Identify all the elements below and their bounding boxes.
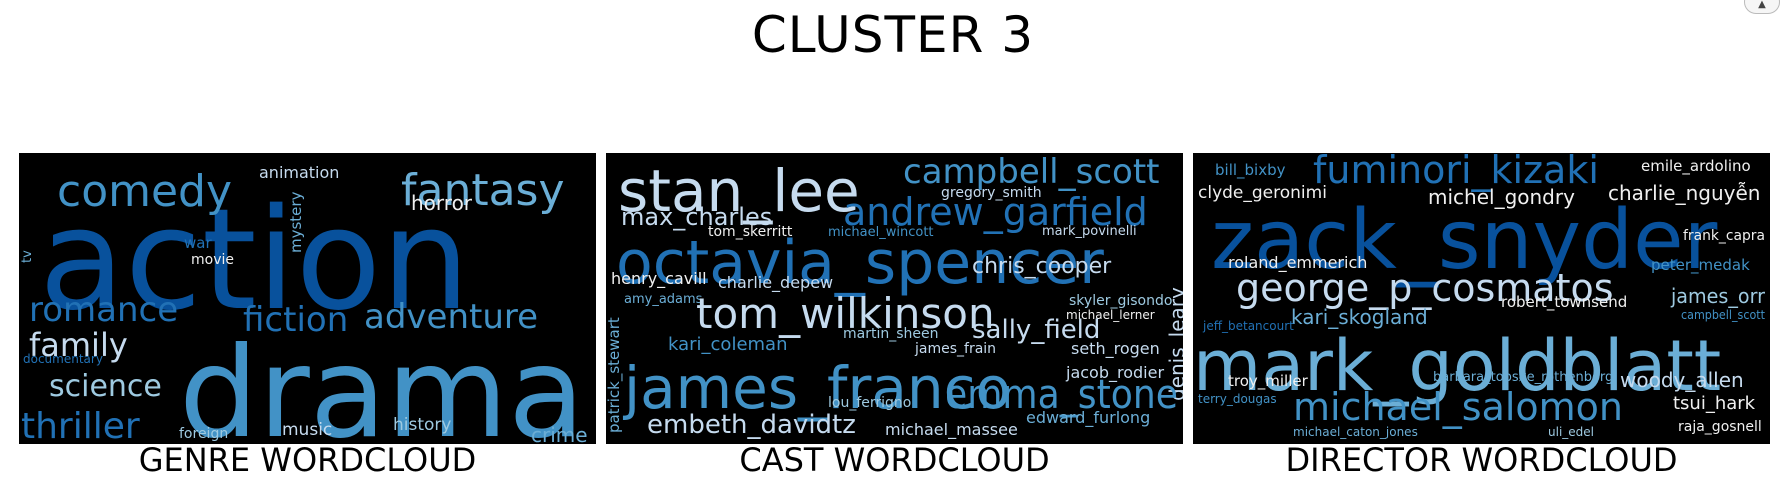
word: lou_ferrigno bbox=[828, 395, 911, 411]
word: bill_bixby bbox=[1215, 161, 1286, 180]
word: documentary bbox=[23, 352, 103, 366]
collapse-button[interactable]: ▲ bbox=[1744, 0, 1780, 14]
word: max_charles bbox=[621, 203, 772, 231]
word: michael_caton_jones bbox=[1293, 425, 1418, 439]
word: drama bbox=[179, 321, 585, 444]
word: mystery bbox=[287, 191, 305, 253]
director-wordcloud-label: DIRECTOR WORDCLOUD bbox=[1285, 441, 1678, 479]
cast-wordcloud-panel: stan_lee campbell_scott andrew_garfield max… bbox=[606, 153, 1183, 444]
word: seth_rogen bbox=[1071, 339, 1160, 359]
word: clyde_geronimi bbox=[1198, 183, 1327, 203]
word: kari_coleman bbox=[668, 334, 788, 355]
word: peter_medak bbox=[1651, 256, 1750, 275]
word: octavia_spencer bbox=[616, 228, 1104, 298]
word: jeff_betancourt bbox=[1202, 319, 1294, 333]
word: movie bbox=[191, 252, 234, 268]
word: george_p_cosmatos bbox=[1236, 266, 1614, 310]
word: music bbox=[282, 420, 332, 440]
word: emile_ardolino bbox=[1641, 157, 1751, 176]
word: gregory_smith bbox=[941, 185, 1042, 201]
word: raja_gosnell bbox=[1678, 419, 1762, 435]
cast-wordcloud-label: CAST WORDCLOUD bbox=[739, 441, 1050, 479]
word: history bbox=[393, 415, 451, 435]
word: mark_goldblatt bbox=[1193, 325, 1721, 407]
word: michael_wincott bbox=[828, 225, 934, 240]
word: chris_cooper bbox=[972, 254, 1112, 279]
word: thriller bbox=[21, 406, 140, 444]
word: sally_field bbox=[972, 315, 1100, 345]
word: romance bbox=[29, 290, 178, 330]
word: zack_snyder bbox=[1211, 193, 1718, 288]
word: martin_sheen bbox=[843, 326, 939, 342]
word: edward_furlong bbox=[1026, 408, 1150, 428]
genre-wordcloud-panel: action drama comedy fantasy animation horror m… bbox=[19, 153, 596, 444]
director-wordcloud: bill_bixby fuminori_kizaki emile_ardolinoc… bbox=[1193, 153, 1766, 439]
word: charlie_nguyễn bbox=[1608, 181, 1760, 205]
word: james_frain bbox=[914, 341, 996, 357]
word: tsui_hark bbox=[1673, 393, 1756, 414]
word: action bbox=[39, 179, 470, 342]
word: woody_allen bbox=[1620, 368, 1744, 392]
figure-title: CLUSTER 3 bbox=[751, 6, 1035, 64]
word: tom_skerritt bbox=[708, 224, 793, 240]
word: emma_stone bbox=[945, 372, 1178, 418]
word: henry_cavill bbox=[611, 269, 707, 289]
word: amy_adams bbox=[624, 292, 703, 307]
word: skyler_gisondo bbox=[1069, 293, 1172, 309]
word: michael_lerner bbox=[1066, 308, 1155, 322]
word: frank_capra bbox=[1683, 228, 1765, 244]
word: stan_lee bbox=[618, 157, 860, 225]
word: fantasy bbox=[401, 165, 565, 216]
word: kari_skogland bbox=[1291, 305, 1428, 329]
word: tom_wilkinson bbox=[696, 289, 995, 338]
word: jacob_rodier bbox=[1065, 363, 1164, 383]
word: crime bbox=[531, 423, 588, 444]
word: campbell_scott bbox=[903, 153, 1160, 192]
word: charlie_depew bbox=[718, 273, 833, 293]
word: terry_dougas bbox=[1198, 392, 1277, 406]
word: michael_salomon bbox=[1293, 385, 1623, 429]
word: patrick_stewart bbox=[606, 317, 624, 433]
triangle-up-icon: ▲ bbox=[1758, 0, 1766, 10]
word: james_franco bbox=[622, 354, 1011, 422]
word: troy_miller bbox=[1228, 372, 1309, 391]
word: horror bbox=[411, 191, 473, 215]
word: robert_townsend bbox=[1501, 293, 1627, 312]
word: andrew_garfield bbox=[843, 190, 1148, 234]
word: fuminori_kizaki bbox=[1313, 153, 1599, 192]
word: michael_massee bbox=[885, 420, 1018, 440]
word: foreign bbox=[179, 426, 228, 442]
word: mark_povinelli bbox=[1042, 224, 1137, 239]
word: michel_gondry bbox=[1428, 185, 1575, 209]
word: family bbox=[29, 326, 128, 364]
word: barbara_topsøe_rothenborg bbox=[1433, 370, 1613, 385]
word: fiction bbox=[243, 300, 348, 340]
word: comedy bbox=[57, 166, 232, 217]
word: tv bbox=[20, 250, 35, 263]
word: uli_edel bbox=[1548, 425, 1594, 439]
word: science bbox=[49, 369, 162, 404]
word: war bbox=[184, 234, 212, 252]
word: denis_leary bbox=[1165, 287, 1183, 401]
word: animation bbox=[259, 163, 339, 182]
word: james_orr bbox=[1670, 284, 1766, 308]
word: campbell_scott bbox=[1681, 308, 1765, 322]
word: embeth_davidtz bbox=[647, 410, 856, 440]
genre-wordcloud-label: GENRE WORDCLOUD bbox=[138, 441, 477, 479]
word: roland_emmerich bbox=[1228, 253, 1367, 273]
word: adventure bbox=[364, 297, 538, 337]
